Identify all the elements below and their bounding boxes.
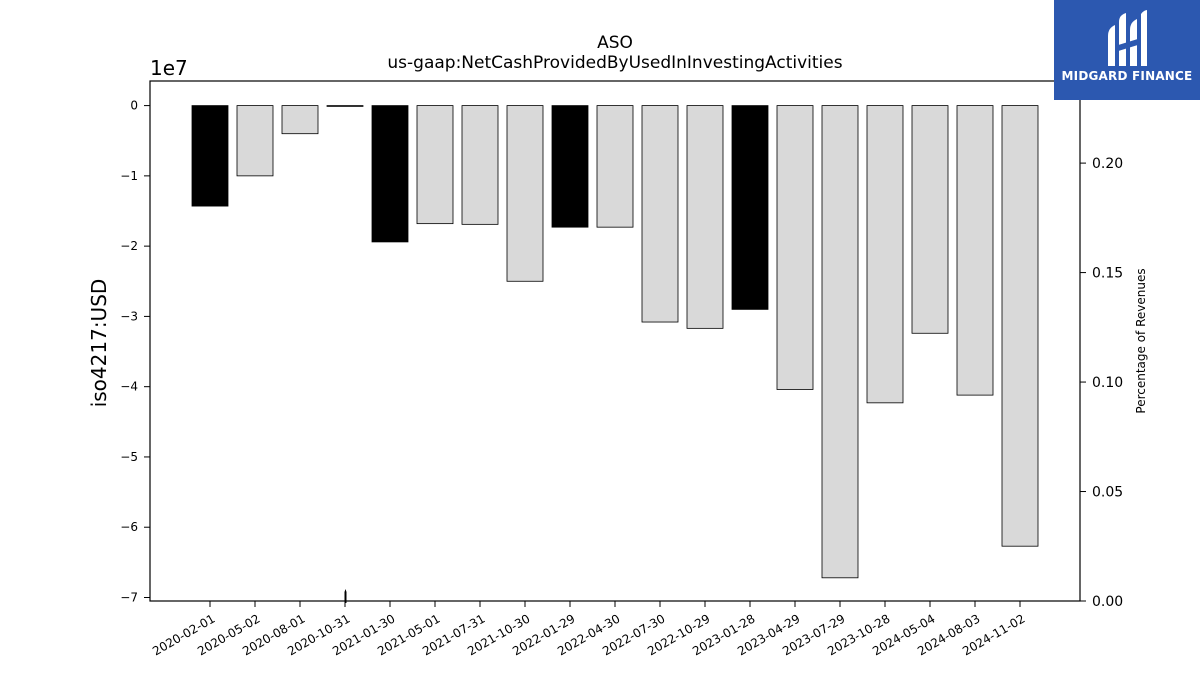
x-axis: 2020-02-012020-05-022020-08-012020-10-31…: [150, 601, 1028, 658]
y-tick-label: −4: [120, 380, 138, 394]
chart-subtitle: us-gaap:NetCashProvidedByUsedInInvesting…: [387, 53, 842, 73]
bar: [866, 105, 904, 404]
y-axis-offset-label: 1e7: [150, 56, 188, 80]
bar: [461, 105, 499, 225]
logo-mark-icon: [1108, 10, 1147, 66]
y2-tick-label: 0.00: [1092, 594, 1123, 610]
chart-title-group: ASO us-gaap:NetCashProvidedByUsedInInves…: [387, 33, 842, 73]
y2-tick-label: 0.20: [1092, 156, 1123, 172]
y-tick-label: −1: [120, 169, 138, 183]
bars-group: [191, 105, 1039, 579]
y2-tick-label: 0.15: [1092, 266, 1123, 282]
secondary-y-axis: 0.00 0.05 0.10 0.15 0.20: [1080, 156, 1123, 610]
y-tick-label: −5: [120, 450, 138, 464]
bar: [956, 105, 994, 396]
y-tick-label: −3: [120, 309, 138, 323]
bar: [191, 105, 229, 207]
bar: [776, 105, 814, 390]
y-tick-label: −2: [120, 239, 138, 253]
bar: [281, 105, 319, 135]
bar: [596, 105, 634, 228]
bar: [731, 105, 769, 310]
y-tick-label: −6: [120, 520, 138, 534]
bar: [1001, 105, 1039, 547]
secondary-y-axis-label: Percentage of Revenues: [1134, 268, 1148, 413]
bar: [371, 105, 409, 243]
bar: [686, 105, 724, 329]
bar: [821, 105, 859, 579]
plot-frame: [149, 80, 1081, 602]
y-tick-label: −7: [120, 590, 138, 604]
chart-title: ASO: [597, 33, 633, 53]
bar: [641, 105, 679, 323]
y-axis: 0 −1 −2 −3 −4 −5 −6 −7: [120, 99, 150, 604]
bar: [236, 105, 274, 177]
y2-tick-label: 0.10: [1092, 375, 1123, 391]
y-axis-label: iso4217:USD: [87, 279, 111, 408]
midgard-finance-logo: MIDGARD FINANCE: [1054, 0, 1200, 100]
logo-text: MIDGARD FINANCE: [1061, 69, 1193, 83]
bar: [326, 105, 364, 107]
bar: [416, 105, 454, 225]
bar: [551, 105, 589, 228]
bar: [911, 105, 949, 334]
y2-tick-label: 0.05: [1092, 485, 1123, 501]
y-tick-label: 0: [130, 99, 138, 113]
bar: [506, 105, 544, 282]
spike-mark: [344, 589, 347, 603]
plot-border: [149, 80, 1081, 602]
